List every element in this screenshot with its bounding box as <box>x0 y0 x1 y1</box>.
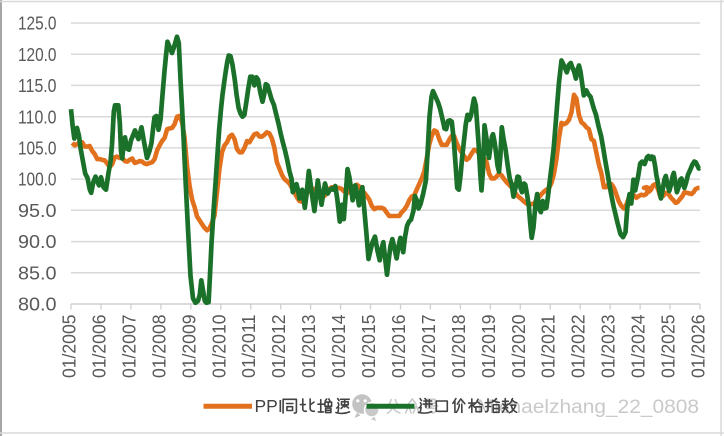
svg-text:110.0: 110.0 <box>18 106 57 127</box>
svg-text:01/2022: 01/2022 <box>569 315 589 379</box>
svg-text:01/2012: 01/2012 <box>269 315 289 379</box>
svg-text:100.0: 100.0 <box>18 169 57 190</box>
svg-text:01/2006: 01/2006 <box>90 315 110 379</box>
svg-text:01/2026: 01/2026 <box>689 315 709 379</box>
svg-text:01/2024: 01/2024 <box>629 315 649 379</box>
svg-text:01/2019: 01/2019 <box>479 315 499 379</box>
svg-text:01/2013: 01/2013 <box>299 315 319 379</box>
svg-text:120.0: 120.0 <box>18 44 57 65</box>
svg-text:01/2016: 01/2016 <box>389 315 409 379</box>
svg-text:01/2021: 01/2021 <box>539 315 559 379</box>
svg-text:125.0: 125.0 <box>18 13 57 34</box>
svg-text:01/2020: 01/2020 <box>509 315 529 379</box>
svg-text:Michaelzhang_22_0808: Michaelzhang_22_0808 <box>477 397 699 418</box>
svg-text:80.0: 80.0 <box>18 294 57 315</box>
svg-text:95.0: 95.0 <box>18 200 57 221</box>
svg-text:PPI: PPI <box>255 396 283 416</box>
svg-text:01/2005: 01/2005 <box>60 315 80 379</box>
svg-text:105.0: 105.0 <box>18 138 57 159</box>
svg-text:01/2015: 01/2015 <box>359 315 379 379</box>
svg-text:01/2025: 01/2025 <box>659 315 679 379</box>
svg-text:01/2007: 01/2007 <box>119 315 139 379</box>
svg-text:115.0: 115.0 <box>18 75 57 96</box>
svg-text:01/2018: 01/2018 <box>449 315 469 379</box>
svg-text:01/2023: 01/2023 <box>599 315 619 379</box>
svg-text:01/2008: 01/2008 <box>149 315 169 379</box>
svg-text:01/2017: 01/2017 <box>419 315 439 379</box>
svg-text:01/2009: 01/2009 <box>179 315 199 379</box>
svg-text:01/2014: 01/2014 <box>329 315 349 379</box>
svg-text:01/2011: 01/2011 <box>239 315 259 379</box>
svg-text:90.0: 90.0 <box>18 231 57 252</box>
svg-text:01/2010: 01/2010 <box>209 315 229 379</box>
svg-text:85.0: 85.0 <box>18 262 57 283</box>
